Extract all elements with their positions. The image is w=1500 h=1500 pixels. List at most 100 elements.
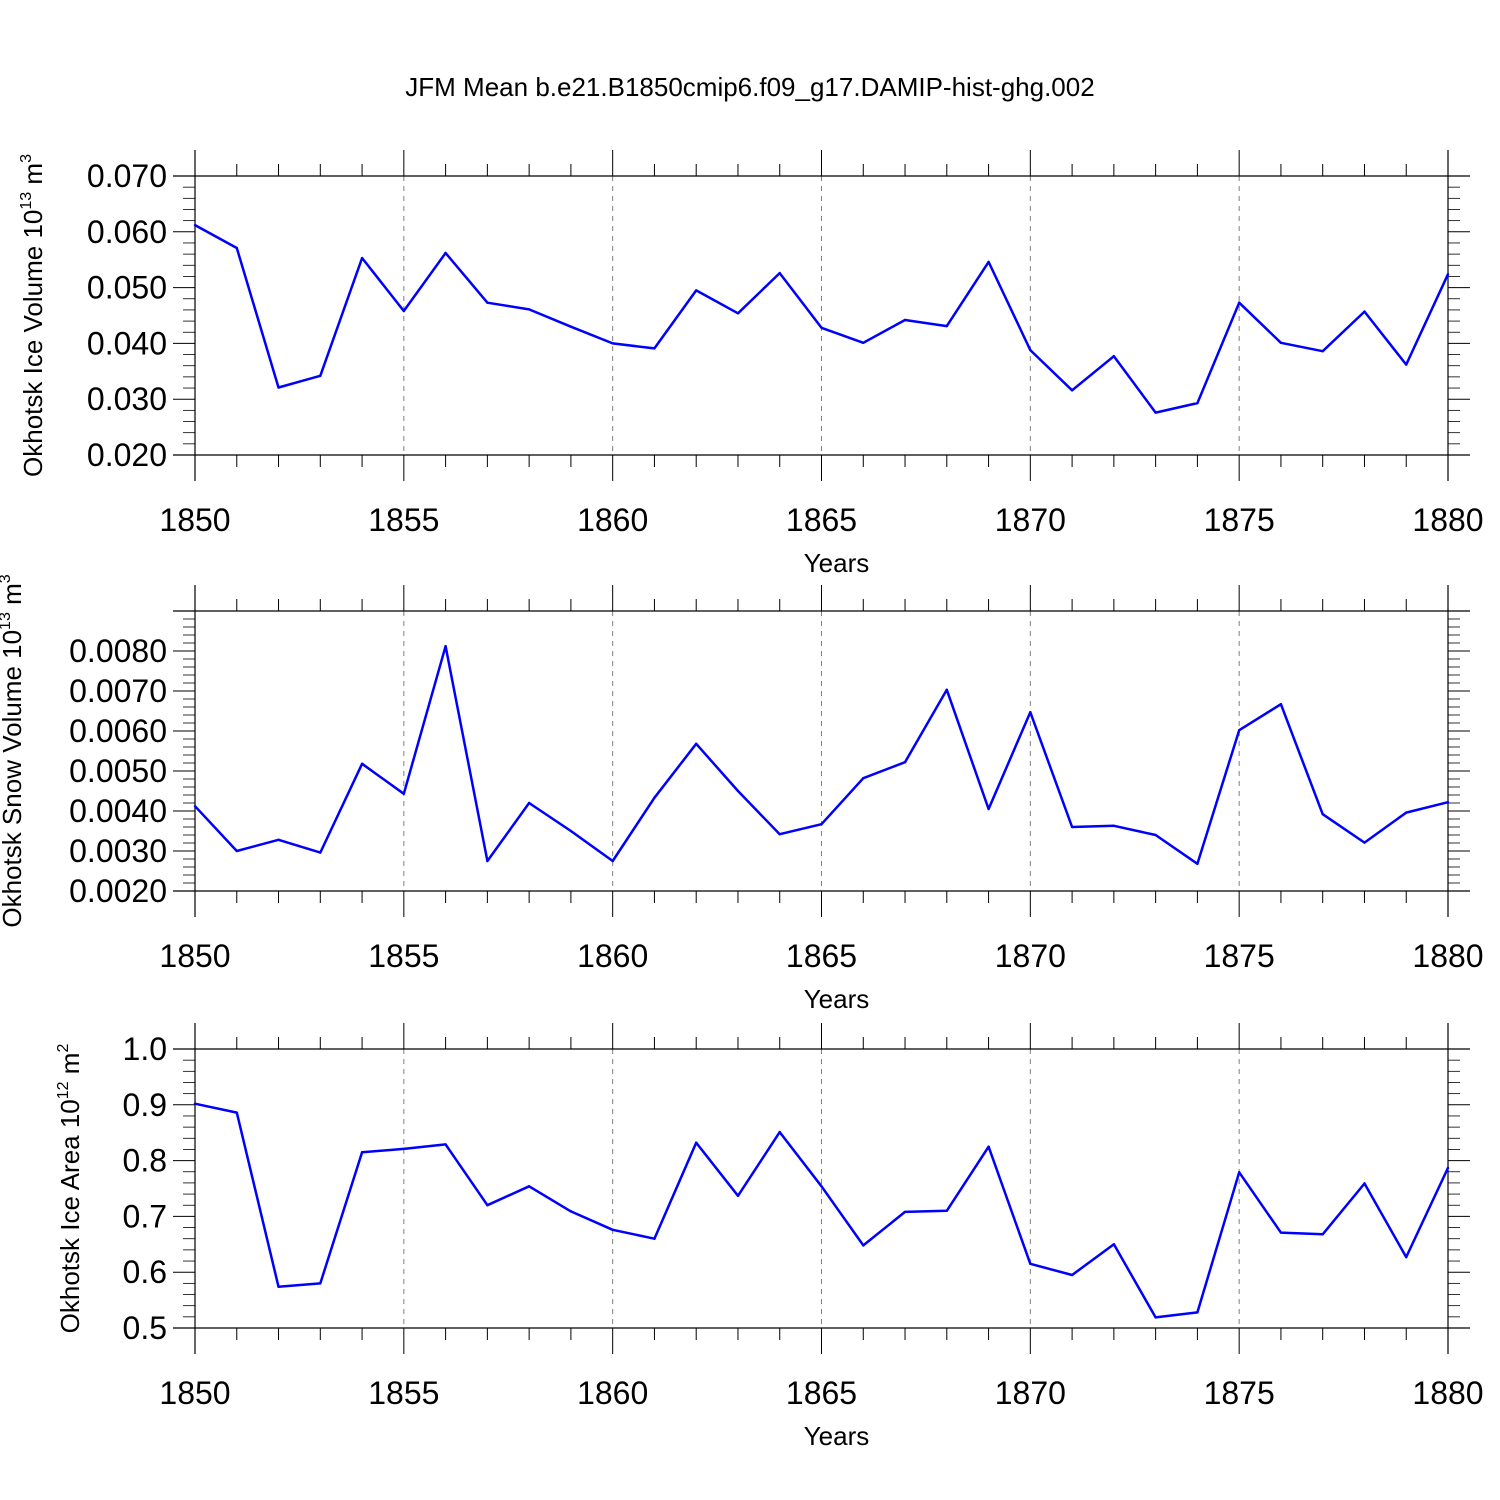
x-tick-label: 1870 [995,502,1066,538]
data-point [1279,703,1283,706]
x-tick-label: 1850 [159,502,230,538]
x-tick-label: 1865 [786,938,857,974]
data-point [1029,1262,1032,1266]
data-point [1029,348,1032,352]
data-point [1196,862,1199,865]
y-tick-label: 0.0060 [69,713,167,749]
data-point [1070,1273,1074,1277]
data-point [736,1194,740,1197]
x-tick-label: 1880 [1412,502,1483,538]
data-point [653,1237,656,1240]
chart-title: JFM Mean b.e21.B1850cmip6.f09_g17.DAMIP-… [405,72,1095,102]
data-point [1029,711,1032,714]
y-tick-label: 0.0020 [69,873,167,909]
data-point [527,801,531,805]
data-point [527,308,531,311]
data-point [569,829,573,833]
x-tick-label: 1860 [577,1375,648,1411]
data-point [402,792,406,795]
data-point [277,1285,280,1288]
data-point [778,833,781,836]
data-point [862,341,865,345]
y-tick-label: 0.8 [123,1143,167,1179]
data-point [1405,363,1408,366]
data-point [235,1111,238,1114]
data-point [903,761,907,764]
data-point [1321,350,1324,353]
x-tick-label: 1865 [786,502,857,538]
data-point [1279,341,1283,345]
x-axis-label: Years [804,548,870,578]
data-point [444,645,447,648]
data-point [486,301,489,304]
data-point [193,223,197,227]
x-tick-label: 1850 [159,938,230,974]
y-tick-label: 0.060 [87,214,167,250]
data-point [945,688,948,691]
y-tick-label: 0.070 [87,158,167,194]
data-point [402,309,406,313]
data-point [193,1102,197,1105]
x-tick-label: 1855 [368,502,439,538]
data-point [820,326,823,329]
y-tick-label: 0.9 [123,1087,167,1123]
x-tick-label: 1870 [995,938,1066,974]
data-point [1154,411,1157,414]
data-point [903,318,907,322]
data-point [736,789,740,793]
data-point [1446,273,1450,276]
data-point [778,1130,781,1134]
data-point [193,805,197,808]
x-tick-label: 1880 [1412,1375,1483,1411]
data-point [1237,729,1241,732]
data-point [1070,389,1074,392]
panel-snow-volume: 0.0020 0.0030 0.0040 0.0050 0.0060 0.0070 0.00… [0,574,1484,1014]
data-point [820,1185,823,1188]
data-point [1405,1255,1408,1259]
data-point [1321,813,1324,816]
data-point [569,1210,573,1213]
y-tick-label: 0.0030 [69,833,167,869]
data-point [1446,1166,1450,1170]
data-point [319,374,322,377]
data-point [611,342,614,345]
data-point [862,1244,865,1247]
data-point [1321,1233,1324,1236]
x-tick-label: 1860 [577,502,648,538]
x-tick-label: 1880 [1412,938,1483,974]
y-tick-label: 0.5 [123,1310,167,1346]
panel-ice-volume: 0.020 0.030 0.040 0.050 0.060 0.070 1850 1855 18… [18,150,1484,578]
data-point [1279,1231,1283,1234]
data-point [1196,401,1199,405]
data-point [653,796,656,799]
data-point [444,1143,447,1146]
data-point [1237,301,1241,304]
y-tick-label: 0.020 [87,437,167,473]
data-point [1070,825,1074,829]
data-point [862,777,865,780]
data-point [319,1282,322,1285]
y-tick-label: 0.0080 [69,633,167,669]
data-point [444,251,447,255]
data-point [277,386,280,389]
data-point [611,859,614,863]
panel-ice-area: 0.5 0.6 0.7 0.8 0.9 1.0 1850 1855 1860 1865 1870 18… [55,1023,1484,1451]
x-tick-label: 1855 [368,1375,439,1411]
data-point [1363,841,1366,844]
data-point [945,1209,948,1213]
data-point [235,849,238,853]
data-point [1237,1171,1241,1174]
data-point [486,1204,489,1207]
x-tick-label: 1875 [1204,938,1275,974]
x-tick-label: 1850 [159,1375,230,1411]
y-tick-label: 1.0 [123,1031,167,1067]
data-point [987,260,990,264]
data-point [903,1210,907,1214]
data-point [695,1141,698,1144]
data-point [235,246,238,250]
y-tick-label: 0.0070 [69,673,167,709]
data-point [1112,824,1116,827]
data-point [611,1228,614,1231]
y-tick-label: 0.050 [87,270,167,306]
